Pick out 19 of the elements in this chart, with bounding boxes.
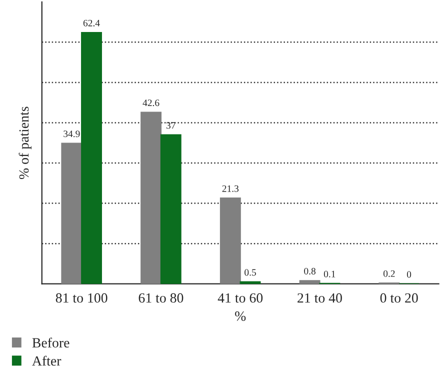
data-label: 0.1 [324,270,336,278]
data-label: 34.9 [64,130,80,138]
x-tick-label: 0 to 20 [380,293,418,303]
data-label: 62.4 [83,20,100,26]
legend-label: Before [32,338,70,348]
data-label: 37 [166,122,176,129]
data-label: 21.3 [222,185,239,192]
x-tick-label: 41 to 60 [218,293,263,303]
x-tick-label: 81 to 100 [56,293,108,303]
x-tick-label: 61 to 80 [138,293,184,303]
x-tick-label: 21 to 40 [298,293,342,303]
legend-label: After [32,356,62,366]
data-label: 0.2 [383,270,395,277]
y-axis-title: % of patients [18,106,32,180]
data-label: 0 [406,271,412,278]
data-label: 0.8 [304,268,316,275]
data-label: 42.6 [142,100,160,106]
data-label: 0.5 [244,269,256,276]
x-axis-title: % [235,311,246,321]
